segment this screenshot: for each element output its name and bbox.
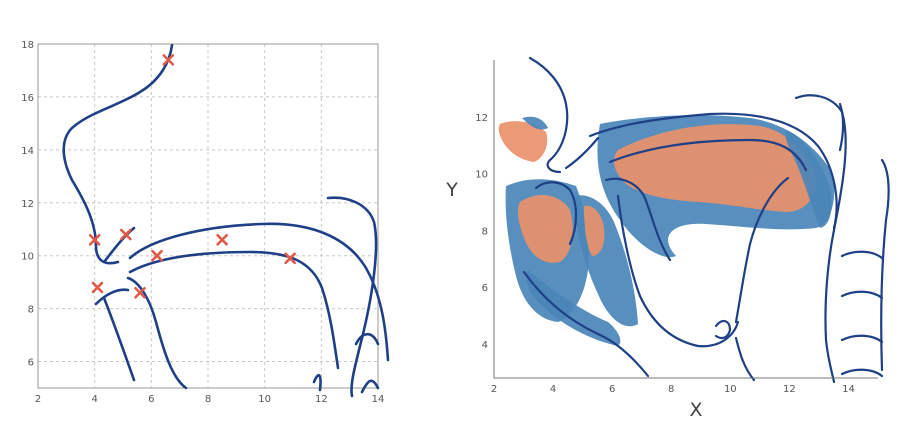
left-y-tick-6: 6 — [28, 358, 34, 369]
left-pharynx-wall — [326, 196, 378, 398]
left-x-tick-2: 2 — [35, 394, 41, 405]
right-nose-profile — [528, 56, 569, 174]
right-y-tick-12: 12 — [475, 113, 488, 124]
right-x-axis-label: X — [689, 399, 702, 421]
left-marker-7 — [91, 281, 104, 294]
left-y-tick-10: 10 — [21, 252, 34, 263]
orange-upper-lip-region — [498, 121, 548, 162]
right-x-tick-12: 12 — [783, 384, 796, 395]
right-x-tick-4: 4 — [550, 384, 556, 395]
left-marker-6 — [284, 252, 296, 265]
right-y-tick-8: 8 — [482, 226, 488, 237]
orange-lip-region — [517, 195, 573, 263]
right-glottis-a — [714, 320, 732, 340]
right-pharynx — [794, 94, 847, 384]
right-jaw — [522, 270, 650, 378]
left-palate-outer — [128, 222, 390, 362]
left-vertebra — [354, 332, 380, 394]
right-y-tick-4: 4 — [482, 340, 488, 351]
right-tongue-upper — [604, 177, 672, 262]
left-marker-2 — [88, 234, 101, 246]
left-face-profile — [62, 43, 174, 265]
left-chart: 2 4 6 8 10 12 14 6 8 10 12 14 16 18 — [21, 40, 390, 405]
right-x-tick-2: 2 — [491, 384, 497, 395]
left-y-tick-14: 14 — [21, 146, 34, 157]
right-x-tick-14: 14 — [842, 384, 855, 395]
left-lower-lip — [94, 288, 130, 306]
right-y-tick-6: 6 — [482, 283, 488, 294]
right-upper-lip-contour — [564, 136, 600, 170]
left-tongue — [126, 276, 188, 390]
left-marker-4 — [151, 249, 163, 262]
right-tongue-body — [616, 194, 740, 348]
right-vertebra-1 — [840, 250, 884, 378]
right-chart-panel: 2 4 6 8 10 12 14 4 6 8 10 12 X Y — [440, 0, 904, 430]
right-x-tick-labels: 2 4 6 8 10 12 14 — [491, 384, 855, 395]
right-y-axis-label: Y — [445, 179, 458, 201]
left-marker-5 — [216, 234, 228, 246]
blue-lower-lip-region — [526, 270, 621, 346]
left-x-tick-4: 4 — [91, 394, 97, 405]
right-lower-lip-contour — [534, 181, 578, 246]
left-chart-panel: 2 4 6 8 10 12 14 6 8 10 12 14 16 18 — [0, 0, 450, 430]
right-articulator-regions — [498, 115, 835, 346]
left-x-tick-8: 8 — [205, 394, 211, 405]
left-x-tick-6: 6 — [148, 394, 154, 405]
left-y-tick-18: 18 — [21, 40, 34, 51]
left-x-tick-12: 12 — [315, 394, 328, 405]
right-chart: 2 4 6 8 10 12 14 4 6 8 10 12 X Y — [445, 56, 890, 421]
right-x-tick-10: 10 — [724, 384, 737, 395]
left-x-tick-14: 14 — [372, 394, 385, 405]
right-y-tick-labels: 4 6 8 10 12 — [475, 113, 488, 351]
right-x-tick-8: 8 — [668, 384, 674, 395]
right-palate-outer — [588, 112, 838, 230]
left-plot-frame — [37, 43, 379, 389]
right-soft-palate — [838, 102, 845, 152]
right-vocal-tract-contour — [522, 56, 890, 384]
right-palate-inner — [608, 138, 808, 172]
left-markers — [88, 54, 296, 299]
left-marker-3 — [120, 228, 132, 241]
right-spine-edge — [880, 158, 890, 372]
left-y-tick-16: 16 — [21, 93, 34, 104]
right-larynx — [734, 336, 756, 382]
left-marker-1 — [162, 54, 175, 66]
left-palate-inner — [128, 250, 340, 370]
right-y-tick-10: 10 — [475, 170, 488, 181]
right-x-tick-6: 6 — [609, 384, 615, 395]
left-glottis — [312, 374, 322, 392]
left-y-tick-8: 8 — [28, 305, 34, 316]
right-tongue-root — [734, 176, 790, 324]
left-y-tick-12: 12 — [21, 199, 34, 210]
left-x-tick-labels: 2 4 6 8 10 12 14 — [35, 394, 385, 405]
left-jaw — [102, 296, 136, 382]
blue-upper-lip-region — [522, 116, 548, 130]
left-y-tick-labels: 6 8 10 12 14 16 18 — [21, 40, 34, 369]
left-vocal-tract-contour — [62, 43, 390, 398]
left-marker-8 — [134, 286, 146, 299]
left-x-tick-10: 10 — [258, 394, 271, 405]
blue-pharynx-region — [785, 130, 832, 228]
orange-tongue-front-region — [584, 205, 605, 256]
